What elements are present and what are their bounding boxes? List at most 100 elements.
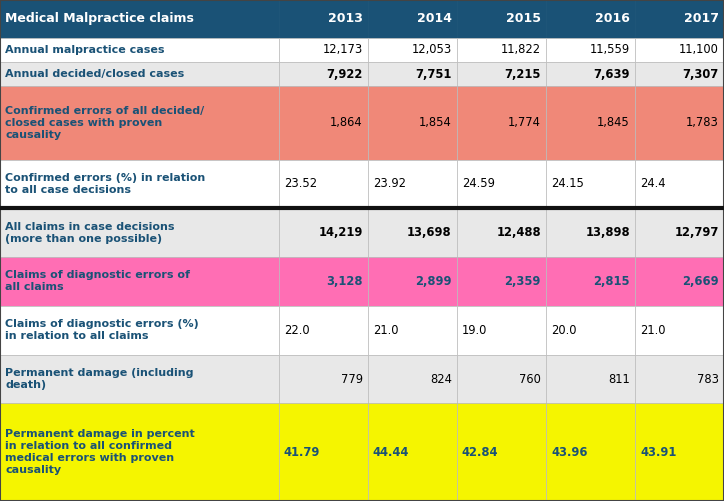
Text: All claims in case decisions
(more than one possible): All claims in case decisions (more than … bbox=[5, 222, 174, 243]
Text: 19.0: 19.0 bbox=[462, 324, 487, 337]
Text: 13,698: 13,698 bbox=[407, 226, 452, 239]
Bar bbox=[457, 0, 546, 38]
Text: 43.96: 43.96 bbox=[551, 446, 587, 459]
Text: Claims of diagnostic errors of
all claims: Claims of diagnostic errors of all claim… bbox=[5, 271, 190, 293]
Text: Annual decided/closed cases: Annual decided/closed cases bbox=[5, 69, 185, 79]
Text: 7,922: 7,922 bbox=[327, 68, 363, 81]
Bar bbox=[279, 257, 368, 306]
Text: 24.59: 24.59 bbox=[462, 177, 494, 190]
Text: 1,864: 1,864 bbox=[330, 116, 363, 129]
Text: Annual malpractice cases: Annual malpractice cases bbox=[5, 45, 164, 55]
Text: 11,822: 11,822 bbox=[501, 43, 541, 56]
Text: 2015: 2015 bbox=[506, 13, 541, 25]
Text: 2014: 2014 bbox=[417, 13, 452, 25]
Text: 2017: 2017 bbox=[684, 13, 719, 25]
Text: 22.0: 22.0 bbox=[284, 324, 309, 337]
Bar bbox=[546, 355, 635, 403]
Text: 13,898: 13,898 bbox=[585, 226, 630, 239]
Text: 783: 783 bbox=[697, 373, 719, 386]
Bar bbox=[0, 62, 279, 86]
Text: 2,359: 2,359 bbox=[505, 275, 541, 288]
Text: 3,128: 3,128 bbox=[327, 275, 363, 288]
Bar bbox=[0, 159, 279, 208]
Bar bbox=[368, 306, 457, 355]
Bar bbox=[635, 62, 724, 86]
Bar bbox=[368, 355, 457, 403]
Bar bbox=[0, 355, 279, 403]
Bar bbox=[368, 403, 457, 501]
Text: 1,854: 1,854 bbox=[419, 116, 452, 129]
Text: 1,774: 1,774 bbox=[508, 116, 541, 129]
Bar bbox=[635, 208, 724, 257]
Text: 1,845: 1,845 bbox=[597, 116, 630, 129]
Bar bbox=[0, 86, 279, 159]
Text: 41.79: 41.79 bbox=[284, 446, 320, 459]
Bar bbox=[279, 306, 368, 355]
Bar bbox=[279, 355, 368, 403]
Bar bbox=[279, 208, 368, 257]
Bar bbox=[368, 208, 457, 257]
Bar bbox=[368, 62, 457, 86]
Bar bbox=[457, 257, 546, 306]
Text: 12,488: 12,488 bbox=[496, 226, 541, 239]
Bar bbox=[457, 306, 546, 355]
Text: Claims of diagnostic errors (%)
in relation to all claims: Claims of diagnostic errors (%) in relat… bbox=[5, 319, 199, 341]
Text: 7,215: 7,215 bbox=[505, 68, 541, 81]
Text: 12,173: 12,173 bbox=[322, 43, 363, 56]
Text: Permanent damage (including
death): Permanent damage (including death) bbox=[5, 368, 193, 390]
Text: 11,559: 11,559 bbox=[590, 43, 630, 56]
Text: 7,307: 7,307 bbox=[683, 68, 719, 81]
Bar bbox=[546, 208, 635, 257]
Bar bbox=[546, 306, 635, 355]
Text: 2,815: 2,815 bbox=[594, 275, 630, 288]
Text: 12,053: 12,053 bbox=[411, 43, 452, 56]
Text: 23.92: 23.92 bbox=[373, 177, 406, 190]
Text: 43.91: 43.91 bbox=[640, 446, 676, 459]
Text: 2016: 2016 bbox=[595, 13, 630, 25]
Text: 12,797: 12,797 bbox=[675, 226, 719, 239]
Text: 21.0: 21.0 bbox=[373, 324, 398, 337]
Text: 2013: 2013 bbox=[328, 13, 363, 25]
Bar bbox=[368, 38, 457, 62]
Bar bbox=[635, 86, 724, 159]
Bar bbox=[457, 86, 546, 159]
Text: 24.4: 24.4 bbox=[640, 177, 665, 190]
Text: 42.84: 42.84 bbox=[462, 446, 498, 459]
Bar bbox=[279, 403, 368, 501]
Bar bbox=[368, 0, 457, 38]
Bar bbox=[279, 86, 368, 159]
Text: 20.0: 20.0 bbox=[551, 324, 576, 337]
Text: 7,639: 7,639 bbox=[594, 68, 630, 81]
Text: 11,100: 11,100 bbox=[679, 43, 719, 56]
Bar bbox=[457, 208, 546, 257]
Text: 2,669: 2,669 bbox=[682, 275, 719, 288]
Bar bbox=[546, 38, 635, 62]
Bar bbox=[0, 38, 279, 62]
Text: Confirmed errors of all decided/
closed cases with proven
causality: Confirmed errors of all decided/ closed … bbox=[5, 106, 204, 140]
Text: Confirmed errors (%) in relation
to all case decisions: Confirmed errors (%) in relation to all … bbox=[5, 173, 206, 195]
Text: 7,751: 7,751 bbox=[416, 68, 452, 81]
Bar bbox=[635, 38, 724, 62]
Bar bbox=[546, 0, 635, 38]
Text: 811: 811 bbox=[608, 373, 630, 386]
Bar bbox=[635, 159, 724, 208]
Bar bbox=[279, 159, 368, 208]
Bar bbox=[457, 403, 546, 501]
Bar bbox=[546, 86, 635, 159]
Text: Medical Malpractice claims: Medical Malpractice claims bbox=[5, 13, 194, 25]
Text: 23.52: 23.52 bbox=[284, 177, 317, 190]
Bar bbox=[546, 257, 635, 306]
Bar bbox=[0, 208, 279, 257]
Bar bbox=[457, 355, 546, 403]
Text: 44.44: 44.44 bbox=[373, 446, 409, 459]
Bar bbox=[635, 306, 724, 355]
Bar bbox=[0, 306, 279, 355]
Bar bbox=[635, 403, 724, 501]
Bar bbox=[457, 159, 546, 208]
Text: 24.15: 24.15 bbox=[551, 177, 584, 190]
Bar bbox=[635, 355, 724, 403]
Bar bbox=[635, 0, 724, 38]
Bar bbox=[0, 0, 279, 38]
Text: 2,899: 2,899 bbox=[416, 275, 452, 288]
Text: 21.0: 21.0 bbox=[640, 324, 665, 337]
